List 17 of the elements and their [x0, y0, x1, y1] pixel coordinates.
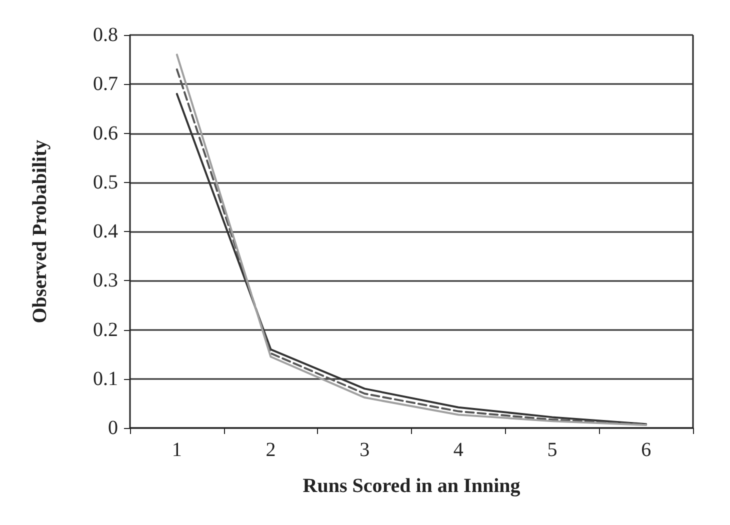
y-tick-label: 0.8 — [93, 24, 118, 46]
y-tick-label: 0.3 — [93, 270, 118, 292]
x-tick-label: 6 — [641, 439, 652, 461]
x-tick-label: 3 — [360, 439, 370, 461]
y-tick-label: 0.7 — [93, 73, 118, 96]
x-axis-title: Runs Scored in an Inning — [302, 475, 520, 497]
y-tick-label: 0.5 — [93, 171, 118, 194]
x-tick-label: 4 — [453, 439, 464, 461]
x-tick-label: 2 — [266, 439, 276, 461]
y-tick-label: 0 — [108, 417, 118, 439]
y-tick-label: 0.4 — [93, 220, 118, 242]
y-tick-label: 0.2 — [93, 318, 118, 341]
x-tick-label: 5 — [547, 439, 558, 461]
y-tick-label: 0.6 — [93, 122, 118, 144]
y-axis-title: Observed Probability — [29, 140, 51, 324]
x-tick-label: 1 — [172, 439, 182, 461]
y-tick-label: 0.1 — [93, 368, 118, 390]
